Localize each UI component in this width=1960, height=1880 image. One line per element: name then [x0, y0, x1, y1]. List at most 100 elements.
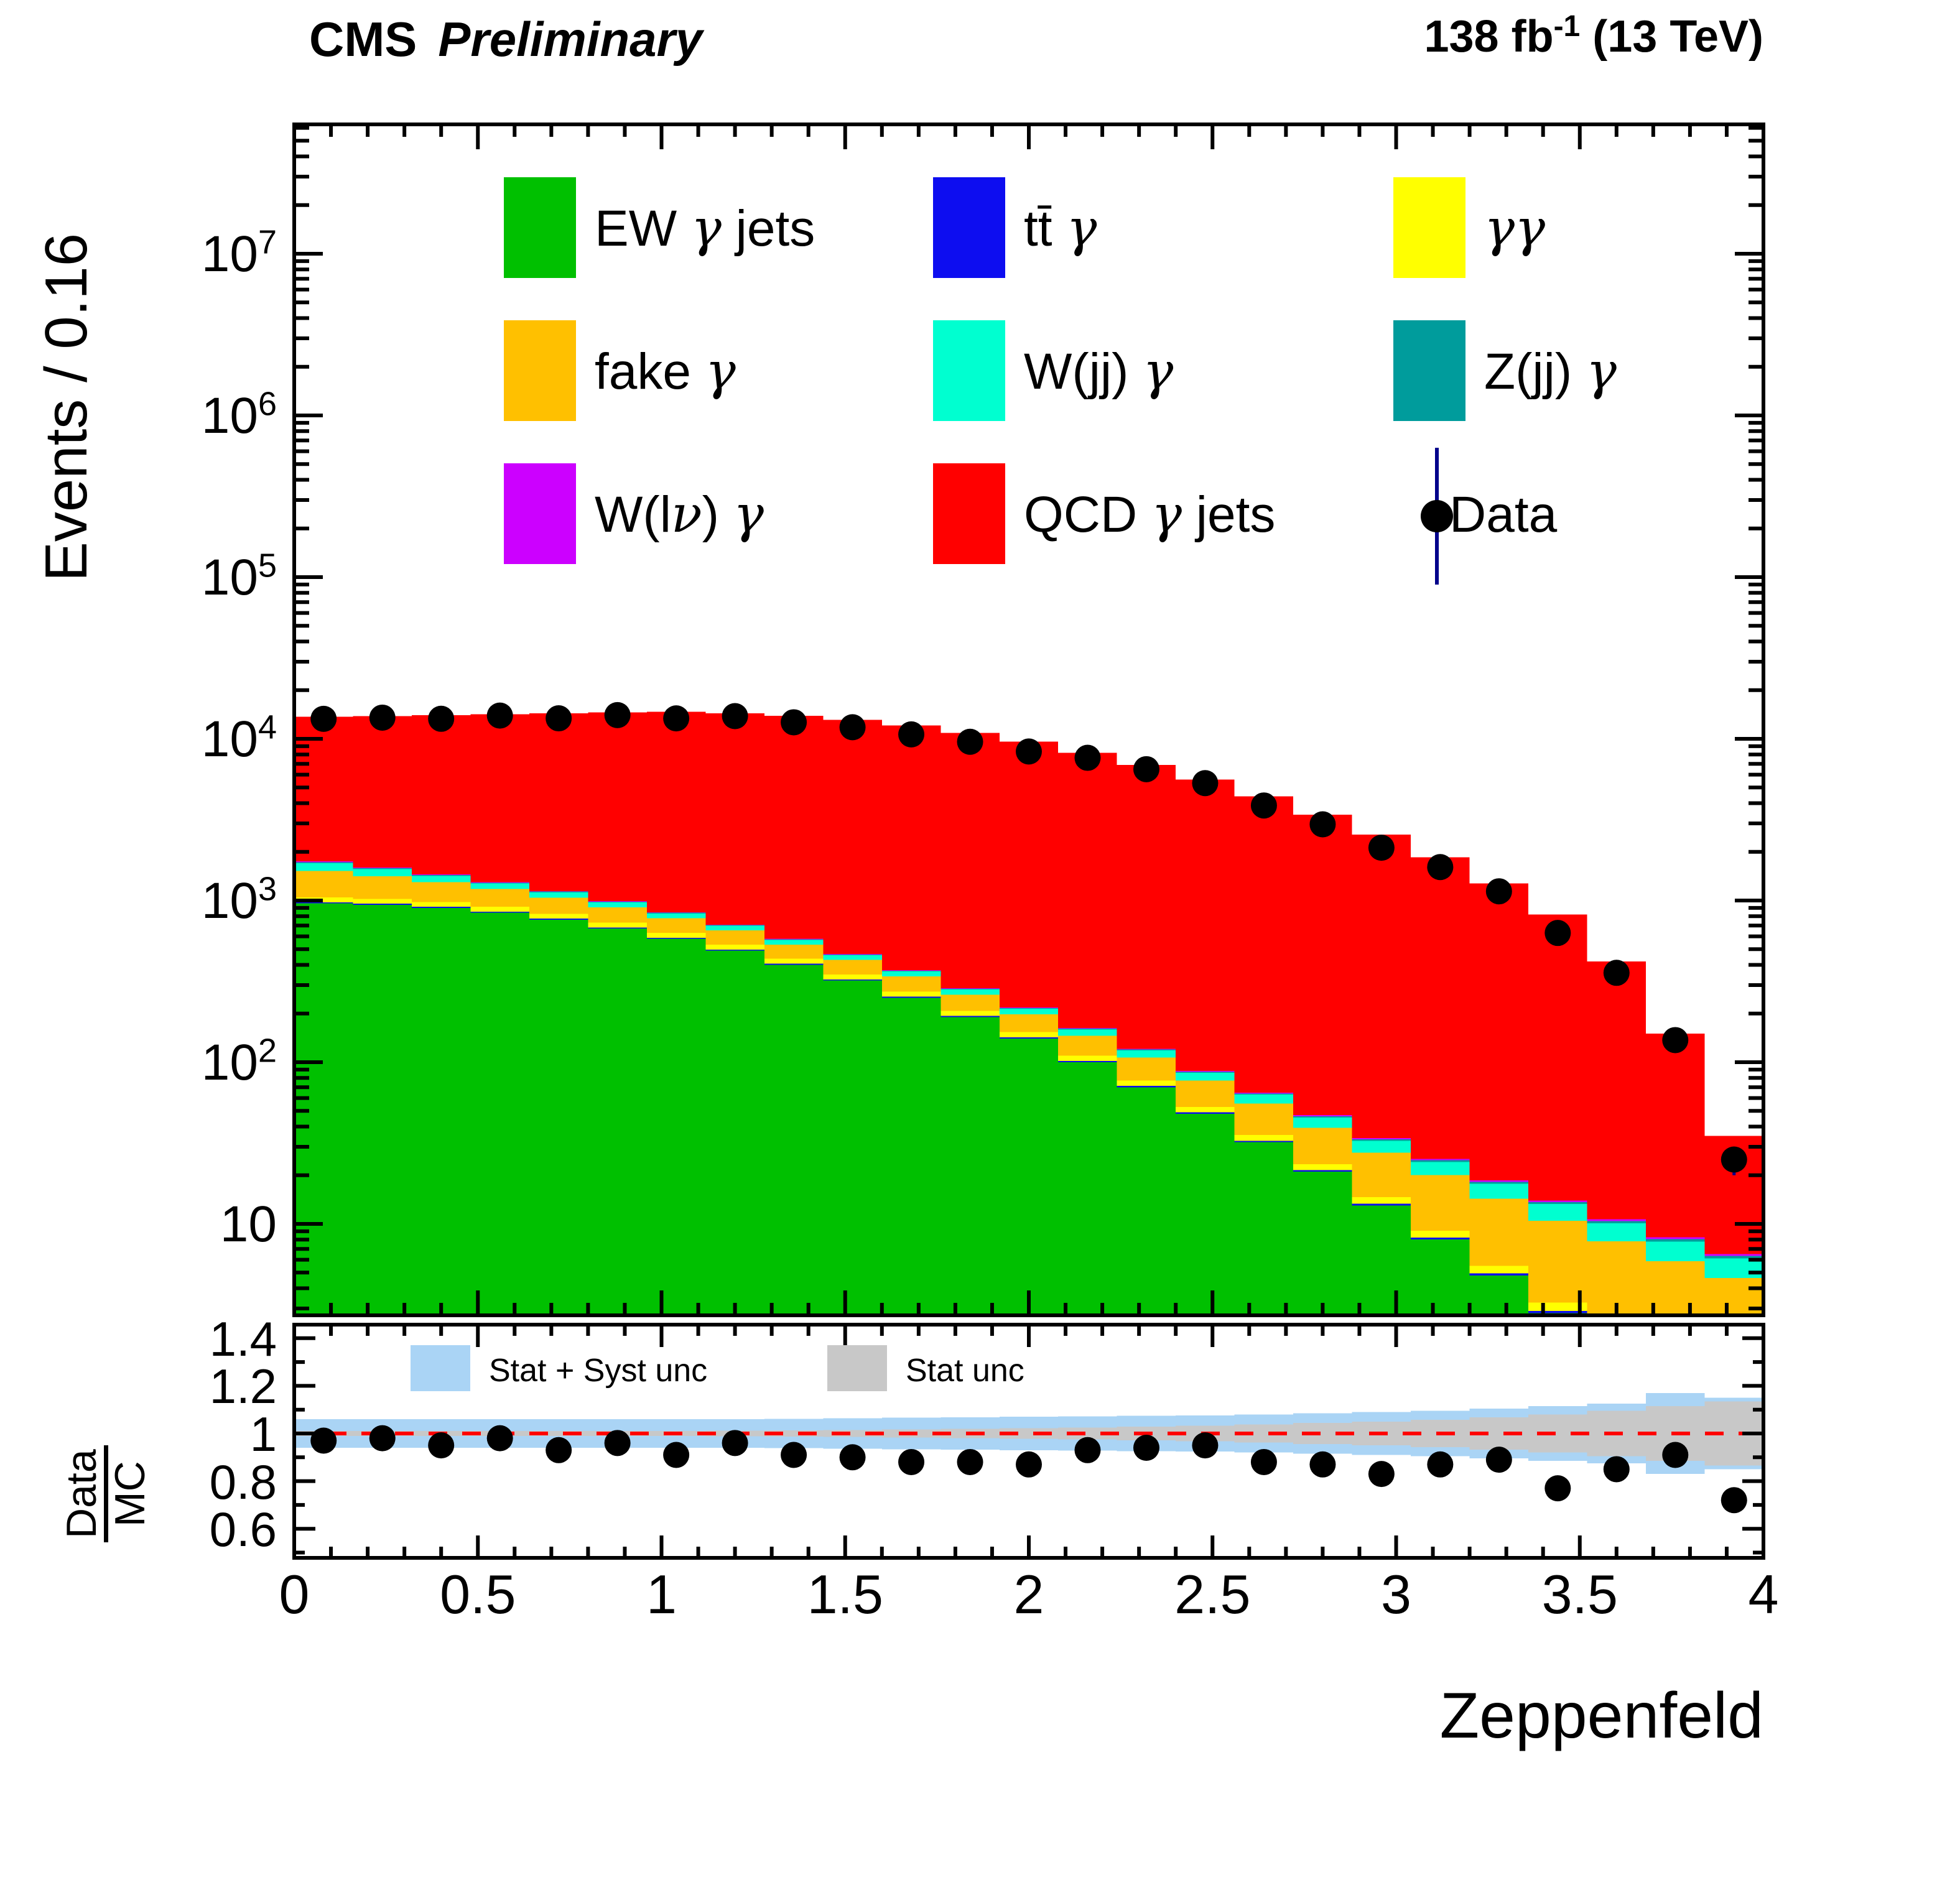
hist-bar-1-bin-5: [588, 927, 647, 929]
hist-bar-2-bin-15: [1176, 1106, 1235, 1113]
legend-label-4: fake γ: [595, 342, 736, 401]
x-tick-label-3: 3: [1381, 1563, 1411, 1625]
data-marker-bin-2: [428, 705, 455, 732]
hist-bar-3-bin-2: [411, 882, 471, 902]
hist-bar-4-bin-20: [1469, 1183, 1529, 1199]
legend-swatch-5: [933, 320, 1005, 421]
ratio-marker-bin-5: [604, 1430, 631, 1456]
data-marker-bin-11: [957, 728, 983, 755]
hist-bar-0-bin-20: [1469, 1275, 1529, 1315]
hist-bar-2-bin-3: [470, 907, 529, 912]
hist-bar-6-bin-15: [1176, 1070, 1235, 1072]
hist-bar-0-bin-4: [529, 919, 588, 1315]
data-marker-bin-8: [781, 709, 807, 736]
ratio-marker-bin-17: [1309, 1451, 1336, 1478]
hist-bar-3-bin-20: [1469, 1198, 1529, 1266]
ratio-marker-bin-21: [1544, 1475, 1571, 1502]
data-marker-bin-5: [604, 702, 631, 728]
hist-bar-1-bin-19: [1411, 1238, 1470, 1240]
hist-bar-7-bin-11: [941, 733, 1000, 989]
hist-bar-3-bin-6: [646, 918, 706, 933]
x-tick-label-1.5: 1.5: [807, 1563, 883, 1625]
hist-bar-5-bin-14: [1117, 1049, 1176, 1051]
hist-bar-1-bin-17: [1293, 1170, 1352, 1172]
ratio-tick-label-1.2: 1.2: [209, 1359, 277, 1414]
hist-bar-4-bin-0: [294, 863, 353, 871]
hist-bar-6-bin-10: [881, 970, 941, 971]
data-marker-bin-16: [1250, 792, 1277, 819]
hist-bar-3-bin-14: [1117, 1057, 1176, 1081]
hist-bar-2-bin-20: [1469, 1266, 1529, 1274]
hist-bar-7-bin-14: [1117, 764, 1176, 1049]
ratio-marker-bin-12: [1016, 1451, 1042, 1478]
hist-bar-7-bin-23: [1646, 1034, 1705, 1238]
ratio-legend-swatch-1: [411, 1345, 470, 1391]
hist-bar-4-bin-23: [1646, 1241, 1705, 1261]
hist-bar-3-bin-23: [1646, 1261, 1705, 1315]
x-tick-label-4: 4: [1748, 1563, 1779, 1625]
hist-bar-1-bin-11: [941, 1016, 1000, 1017]
hist-bar-5-bin-22: [1587, 1221, 1646, 1223]
hist-bar-7-bin-7: [705, 713, 764, 925]
hist-bar-6-bin-21: [1528, 1200, 1587, 1202]
data-marker-bin-12: [1016, 738, 1042, 765]
data-marker-bin-7: [722, 703, 748, 729]
ratio-marker-bin-6: [663, 1442, 690, 1468]
hist-bar-5-bin-19: [1411, 1160, 1470, 1162]
hist-bar-1-bin-18: [1352, 1203, 1411, 1206]
data-marker-bin-0: [310, 705, 337, 732]
ratio-legend-label-2: Stat unc: [906, 1353, 1024, 1389]
hist-bar-3-bin-18: [1352, 1152, 1411, 1198]
hist-bar-4-bin-2: [411, 876, 471, 882]
hist-bar-3-bin-8: [764, 945, 824, 959]
hist-bar-6-bin-0: [294, 861, 353, 863]
hist-bar-4-bin-17: [1293, 1117, 1352, 1128]
hist-bar-7-bin-13: [1058, 752, 1117, 1028]
hist-bar-4-bin-12: [999, 1009, 1059, 1015]
hist-bar-3-bin-10: [881, 976, 941, 992]
data-marker-bin-19: [1427, 854, 1454, 881]
hist-bar-1-bin-1: [353, 904, 412, 905]
hist-bar-3-bin-5: [588, 907, 647, 923]
hist-bar-2-bin-1: [353, 899, 412, 904]
hist-bar-5-bin-12: [999, 1007, 1059, 1009]
lumi-exponent: -1: [1553, 10, 1581, 43]
data-marker-bin-9: [839, 714, 866, 741]
hist-bar-3-bin-11: [941, 994, 1000, 1011]
hist-bar-4-bin-24: [1704, 1258, 1763, 1279]
hist-bar-5-bin-23: [1646, 1239, 1705, 1242]
hist-bar-0-bin-12: [999, 1039, 1059, 1315]
lumi-energy: (13 TeV): [1580, 12, 1763, 62]
hist-bar-1-bin-3: [470, 911, 529, 913]
hist-bar-5-bin-21: [1528, 1202, 1587, 1205]
hist-bar-4-bin-6: [646, 913, 706, 919]
experiment-label: CMS Preliminary: [309, 11, 702, 68]
hist-bar-0-bin-19: [1411, 1239, 1470, 1315]
legend-label-2: tt̄ γ: [1024, 199, 1097, 258]
x-tick-label-3.5: 3.5: [1541, 1563, 1618, 1625]
hist-bar-6-bin-20: [1469, 1180, 1529, 1182]
legend-swatch-3: [1393, 177, 1465, 278]
hist-bar-0-bin-10: [881, 998, 941, 1315]
ratio-tick-label-0.8: 0.8: [209, 1454, 277, 1509]
hist-bar-3-bin-12: [999, 1014, 1059, 1032]
hist-bar-4-bin-15: [1176, 1072, 1235, 1081]
hist-bar-5-bin-1: [353, 868, 412, 869]
hist-bar-7-bin-20: [1469, 883, 1529, 1181]
ratio-marker-bin-20: [1485, 1447, 1512, 1473]
hist-bar-2-bin-7: [705, 944, 764, 950]
hist-bar-3-bin-16: [1234, 1103, 1294, 1136]
hist-bar-2-bin-6: [646, 932, 706, 938]
hist-bar-6-bin-23: [1646, 1237, 1705, 1239]
y-tick-label-1e4: 104: [201, 708, 277, 767]
hist-bar-4-bin-3: [470, 883, 529, 889]
stat-band-bin-12: [999, 1428, 1059, 1439]
x-tick-label-2: 2: [1013, 1563, 1044, 1625]
ratio-marker-bin-14: [1133, 1434, 1159, 1461]
hist-bar-4-bin-19: [1411, 1162, 1470, 1175]
hist-bar-4-bin-21: [1528, 1204, 1587, 1221]
y-tick-label-1e3: 103: [201, 870, 277, 929]
hist-bar-0-bin-16: [1234, 1142, 1294, 1315]
ratio-marker-bin-18: [1368, 1461, 1395, 1488]
